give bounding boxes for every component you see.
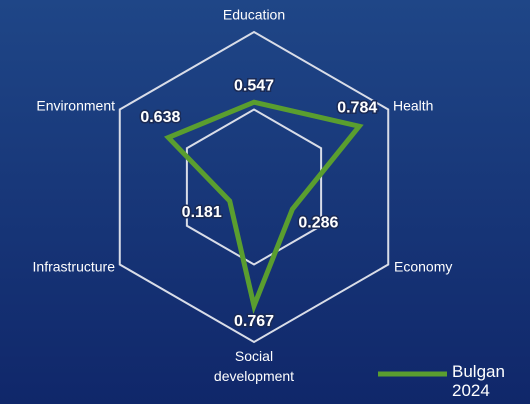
axis-label: Social development [214,348,294,384]
data-label: 0.767 [234,313,274,330]
legend-label: Bulgan 2024 [452,362,505,400]
axis-label: Economy [394,259,452,275]
radar-line [164,99,364,315]
data-label: 0.638 [140,109,180,126]
data-label: 0.784 [337,99,377,116]
data-label: 0.547 [234,77,274,94]
grid-ring [185,108,323,266]
axis-label: Environment [36,98,115,114]
axis-label: Infrastructure [33,259,116,275]
data-label: 0.286 [298,214,338,231]
data-label: 0.181 [182,204,222,221]
axis-label: Education [223,7,285,23]
grid-ring [118,30,390,344]
axis-label: Health [393,98,433,114]
